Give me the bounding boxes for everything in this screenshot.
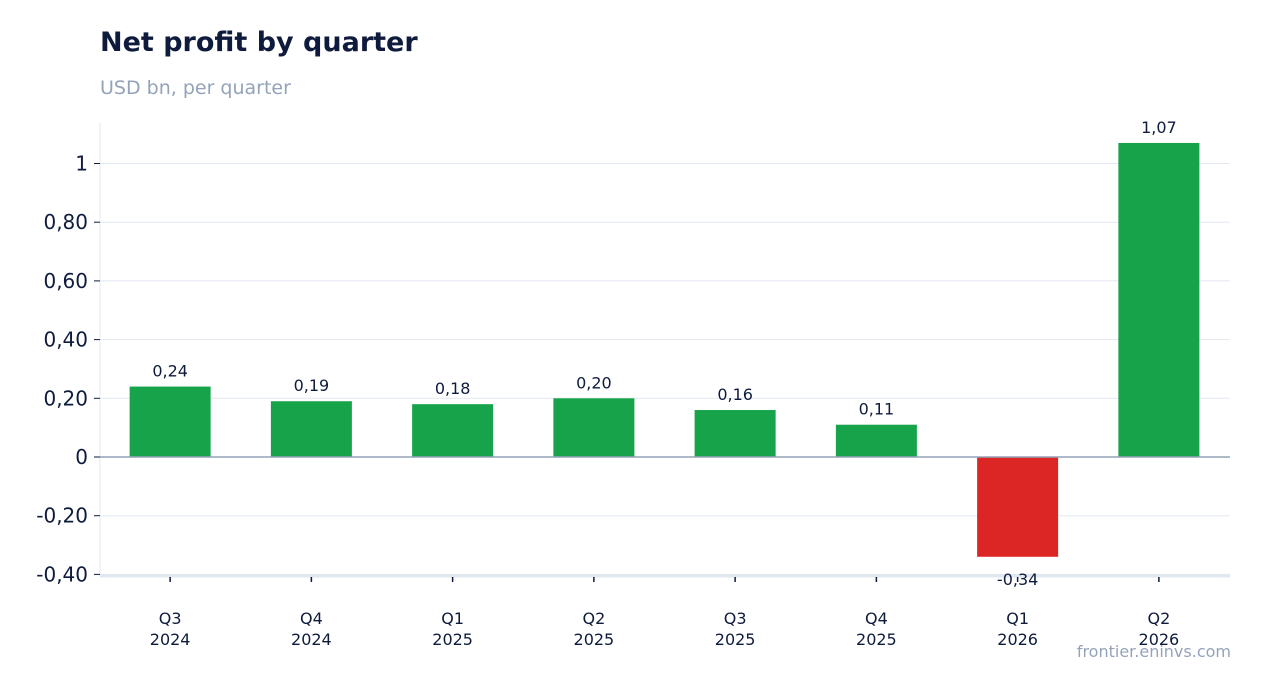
data-label: 0,20 (576, 373, 612, 392)
x-tick: Q1 2025 (432, 577, 473, 649)
data-label: 0,16 (717, 385, 753, 404)
y-tick-label: 0,80 (43, 210, 88, 234)
chart-subtitle: USD bn, per quarter (100, 77, 291, 99)
y-tick-label: 0,60 (43, 269, 88, 293)
bar (270, 401, 352, 457)
x-tick-label-quarter: Q3 (724, 609, 747, 628)
x-tick-label-year: 2024 (291, 630, 332, 649)
data-labels: 0,240,19 0,18 0,200,160,11-0,341,07 (152, 118, 1176, 589)
y-tick-label: 0,40 (43, 328, 88, 352)
y-tick-label: -0,40 (36, 562, 88, 586)
y-tick: 0,80 (43, 210, 100, 234)
x-tick-label-quarter: Q3 (159, 609, 182, 628)
x-tick-label-quarter: Q1 (1006, 609, 1029, 628)
bar (835, 424, 917, 457)
y-tick: 0,20 (43, 386, 100, 410)
x-tick-label-year: 2025 (856, 630, 897, 649)
chart-title: Net profit by quarter (100, 27, 418, 58)
y-tick: -0,20 (36, 504, 100, 528)
data-label: 0,24 (152, 362, 188, 381)
x-tick: Q4 2025 (856, 577, 897, 649)
x-tick: Q2 2025 (574, 577, 615, 649)
x-tick-label-year: 2026 (997, 630, 1038, 649)
gridlines (99, 123, 1230, 578)
x-tick-label-year: 2025 (574, 630, 615, 649)
y-tick: 0,60 (43, 269, 100, 293)
y-tick: 0 (75, 445, 100, 469)
y-tick-label: 1 (75, 152, 88, 176)
x-tick: Q3 2024 (150, 577, 191, 649)
x-tick: Q2 2026 (1139, 577, 1180, 649)
x-tick: Q1 2026 (997, 577, 1038, 649)
y-tick: -0,40 (36, 562, 100, 586)
x-tick-label-quarter: Q2 (1147, 609, 1170, 628)
bar (977, 457, 1059, 557)
x-tick-label-year: 2026 (1139, 630, 1180, 649)
y-tick: 0,40 (43, 328, 100, 352)
x-tick-label-quarter: Q2 (582, 609, 605, 628)
x-tick: Q3 2025 (715, 577, 756, 649)
y-axis-ticks: 1 0,80 0,60 0,40 0,20 0 -0,20 -0,40 (36, 152, 100, 586)
y-tick: 1 (75, 152, 100, 176)
bar (129, 386, 211, 457)
y-tick-label: 0,20 (43, 386, 88, 410)
x-tick-label-year: 2025 (432, 630, 473, 649)
x-tick-label-year: 2025 (715, 630, 756, 649)
bar (412, 404, 494, 457)
bar (694, 410, 776, 457)
y-tick-label: -0,20 (36, 504, 88, 528)
y-tick-label: 0 (75, 445, 88, 469)
data-label: 0,18 (435, 379, 471, 398)
data-label: 0,11 (859, 400, 895, 419)
bar (1118, 142, 1200, 457)
x-tick-label-quarter: Q1 (441, 609, 464, 628)
x-tick-label-year: 2024 (150, 630, 191, 649)
data-label: 1,07 (1141, 118, 1177, 137)
bars (100, 142, 1230, 557)
x-tick-label-quarter: Q4 (865, 609, 888, 628)
bar (553, 398, 635, 457)
x-tick: Q4 2024 (291, 577, 332, 649)
data-label: 0,19 (294, 376, 330, 395)
source-credit: frontier.eninvs.com (1076, 642, 1231, 661)
x-axis-ticks: Q3 2024 Q4 2024 Q1 2025 Q2 2025 Q3 2025 Q4 2025 Q1 20… (150, 577, 1179, 649)
x-tick-label-quarter: Q4 (300, 609, 323, 628)
